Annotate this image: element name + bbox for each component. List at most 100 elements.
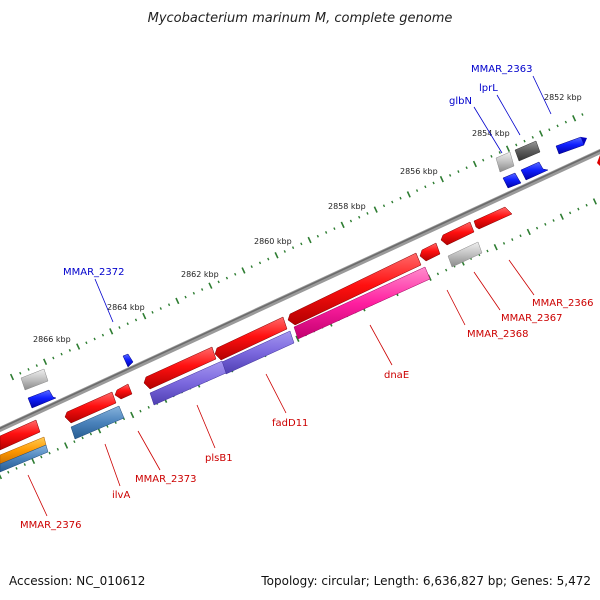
gene-MMAR_2367-grey[interactable] [447,241,483,268]
scale-tick-minor [300,242,303,246]
scale-tick-minor [126,322,129,326]
scale-tick-minor [515,143,518,147]
gene-MMAR_2375-arrow[interactable] [27,389,57,409]
scale-tick-major [572,115,577,122]
gene-dnaE-arrow[interactable] [287,252,422,326]
inner-tick-minor [73,440,76,444]
inner-tick-minor [48,451,51,455]
inner-tick-minor [147,405,150,409]
scale-tick-minor [399,196,402,200]
leader-MMAR_2373 [137,430,161,471]
gene-label-glbN[interactable]: glbN [449,96,472,107]
scale-tick-minor [324,231,328,234]
map-title: Mycobacterium marinum M, complete genome [148,11,453,26]
scale-tick-minor [349,219,353,223]
scale-tick-minor [457,170,460,173]
gene-label-MMAR_2372[interactable]: MMAR_2372 [63,267,125,278]
scale-tick-major [208,282,213,289]
scale-tick-minor [556,124,559,128]
leader-fadD11 [265,373,287,414]
scale-tick-minor [184,295,187,299]
gene-label-fadD11[interactable]: fadD11 [272,418,308,429]
scale-tick-major [76,343,81,350]
leader-MMAR_2366 [508,259,535,296]
gene-ilvA-product[interactable] [70,405,125,440]
gene-ilvA-arrow[interactable] [64,391,117,424]
scale-tick-minor [68,348,72,352]
scale-tick-major [505,145,511,152]
gene-MMAR_2362-arrow[interactable] [555,136,587,155]
scale-tick-minor [85,341,88,345]
scale-tick-minor [448,173,452,177]
accession-text: Accession: NC_010612 [9,574,146,588]
gene-label-ilvA[interactable]: ilvA [112,490,130,501]
gene-label-lprL[interactable]: lprL [479,83,498,94]
inner-tick-minor [40,455,43,459]
inner-tick-minor [552,219,555,222]
scale-tick-minor [167,303,171,307]
gene-label-MMAR_2373[interactable]: MMAR_2373 [135,474,197,485]
inner-tick-minor [511,238,514,241]
scale-tick-minor [283,250,286,253]
scale-tick-minor [101,333,105,337]
gene-MMAR_2376-steel[interactable] [0,444,49,473]
scale-tick-major [472,160,477,168]
gene-MMAR_2372-arrow[interactable] [122,353,134,368]
scale-tick-minor [27,368,30,371]
scale-tick-minor [564,120,568,124]
gene-dnaE-product[interactable] [293,266,431,340]
scale-ticks [9,113,584,381]
scale-tick-major [109,328,114,335]
scale-tick-minor [465,166,468,170]
scale-tick-major [538,130,544,137]
gene-MMAR_2366-arrow[interactable] [473,206,513,230]
gene-MMAR_2364-arrow[interactable] [520,161,549,181]
gene-MMAR_2373-arrow[interactable] [114,383,133,400]
scale-tick-minor [391,200,394,204]
scale-tick-minor [258,261,262,265]
gene-MMAR_2365-arrow[interactable] [502,172,522,189]
inner-tick-minor [106,425,109,428]
scale-label-2864: 2864 kbp [107,303,145,312]
inner-tick-minor [585,203,588,207]
scale-tick-minor [52,356,55,360]
gene-MMAR_2376-arrow[interactable] [0,419,41,451]
gene-label-dnaE[interactable]: dnaE [384,370,409,381]
gene-plsB1-arrow[interactable] [143,346,217,390]
scale-tick-minor [358,215,361,219]
scale-tick-minor [225,276,229,280]
gene-fadD11-arrow[interactable] [214,316,288,361]
gene-MMAR_2367-arrow[interactable] [440,221,475,246]
gene-label-MMAR_2367[interactable]: MMAR_2367 [501,313,563,324]
gene-label-MMAR_2363[interactable]: MMAR_2363 [471,64,533,75]
gene-MMAR_2374-arrow[interactable] [20,368,49,391]
scale-tick-minor [192,291,196,295]
scale-tick-minor [415,189,419,192]
gene-label-plsB1[interactable]: plsB1 [205,453,233,464]
inner-tick-minor [23,463,26,466]
inner-tick-major [592,198,597,205]
inner-tick-major [295,335,300,342]
inner-tick-minor [56,447,59,451]
leader-MMAR_2368 [446,289,466,326]
inner-tick-major [0,474,3,480]
scale-label-2856: 2856 kbp [400,167,438,176]
gene-lprL-arrow[interactable] [514,140,541,162]
scale-tick-minor [234,272,237,276]
gene-edge-red-arrow[interactable] [597,155,600,166]
gene-plsB1-product[interactable] [149,360,227,406]
inner-tick-minor [15,466,18,470]
inner-tick-major [64,442,69,449]
inner-tick-minor [535,226,539,230]
scale-tick-major [307,236,312,244]
scale-tick-minor [200,288,204,291]
gene-MMAR_2368-arrow[interactable] [419,242,441,262]
gene-glbN-arrow[interactable] [495,151,515,173]
inner-tick-minor [7,470,10,474]
gene-label-MMAR_2376[interactable]: MMAR_2376 [20,520,82,531]
inner-tick-minor [139,409,142,413]
scale-tick-major [175,297,180,305]
gene-label-MMAR_2368[interactable]: MMAR_2368 [467,329,529,340]
gene-label-MMAR_2366[interactable]: MMAR_2366 [532,298,594,309]
scale-tick-minor [118,326,121,329]
